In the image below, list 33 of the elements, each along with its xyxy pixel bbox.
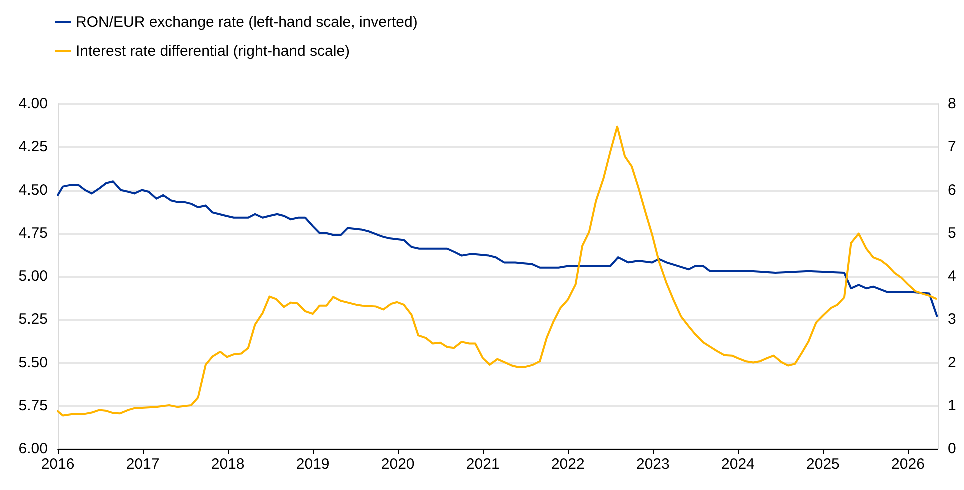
y2-tick-label: 1 (948, 397, 956, 414)
line-series (57, 180, 938, 318)
x-tick-label: 2025 (806, 456, 840, 473)
y2-tick-label: 0 (948, 440, 956, 458)
x-tick-label: 2021 (466, 456, 500, 473)
legend-label: Interest rate differential (right-hand scale) (76, 43, 350, 60)
y-tick-label: 5.25 (18, 311, 48, 328)
y-tick-label: 6.00 (18, 440, 48, 458)
y2-tick-label: 8 (948, 96, 956, 112)
line-series (57, 126, 938, 417)
x-tick-label: 2018 (211, 456, 245, 473)
x-tick-label: 2026 (892, 456, 925, 473)
y-tick-label: 4.75 (18, 224, 48, 242)
legend-label: RON/EUR exchange rate (left-hand scale, inverted) (76, 14, 418, 31)
y2-tick-label: 3 (948, 311, 956, 328)
y2-tick-label: 2 (948, 354, 956, 372)
x-tick-label: 2016 (41, 456, 75, 473)
y2-tick-label: 7 (948, 138, 956, 156)
y-tick-label: 5.50 (18, 354, 48, 372)
x-tick-label: 2022 (551, 456, 585, 473)
x-tick-label: 2023 (636, 456, 670, 473)
x-tick-label: 2020 (381, 456, 415, 473)
y2-tick-label: 6 (948, 182, 956, 199)
y2-tick-label: 5 (948, 224, 956, 242)
x-tick-label: 2017 (126, 456, 160, 473)
y-tick-label: 4.00 (18, 96, 48, 112)
y-tick-label: 4.25 (18, 138, 48, 156)
y-tick-label: 4.50 (18, 182, 48, 199)
y2-tick-label: 4 (948, 268, 956, 285)
y-tick-label: 5.75 (18, 397, 48, 414)
x-tick-label: 2024 (722, 456, 755, 473)
x-tick-label: 2019 (296, 456, 330, 473)
y-tick-label: 5.00 (18, 268, 48, 285)
